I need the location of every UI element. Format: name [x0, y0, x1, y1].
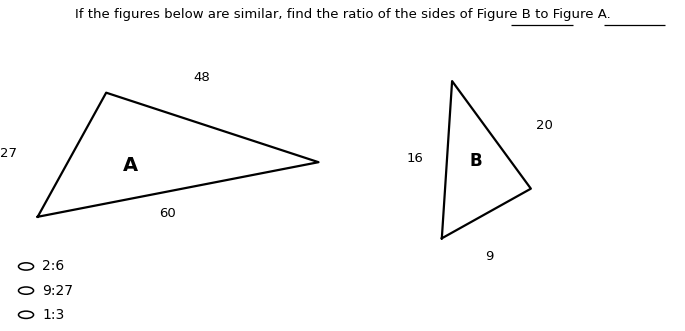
- Text: 1:3: 1:3: [42, 308, 64, 322]
- Text: 20: 20: [536, 119, 553, 132]
- Text: 16: 16: [406, 152, 423, 166]
- Text: B: B: [470, 152, 482, 169]
- Text: 27: 27: [0, 147, 17, 161]
- Text: 48: 48: [194, 71, 210, 84]
- Text: 9: 9: [486, 250, 494, 263]
- Text: If the figures below are similar, find the ratio of the sides of Figure B to Fig: If the figures below are similar, find t…: [75, 8, 610, 21]
- Text: A: A: [123, 156, 138, 175]
- Text: 9:27: 9:27: [42, 284, 73, 298]
- Text: 2:6: 2:6: [42, 260, 64, 273]
- Text: 60: 60: [160, 207, 176, 220]
